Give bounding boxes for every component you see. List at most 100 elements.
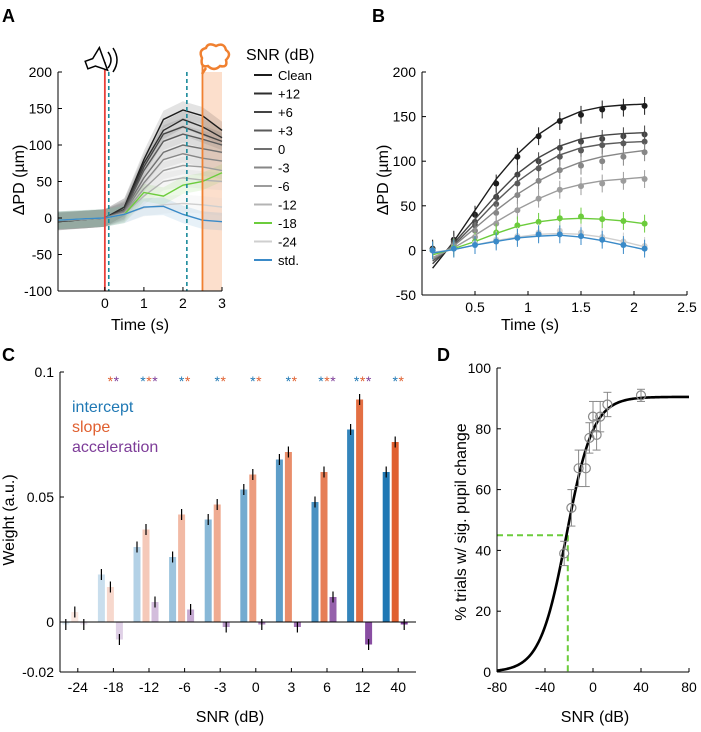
panel-letter-a: A (2, 6, 15, 26)
panel-d-xlabel: SNR (dB) (561, 709, 629, 726)
significance-star: * (114, 373, 120, 389)
data-point (535, 133, 542, 140)
x-tick-label: 0 (252, 679, 260, 695)
y-tick-label: 80 (475, 421, 491, 437)
data-point (641, 220, 648, 227)
panel-letter-d: D (437, 345, 450, 365)
x-tick-label: 1 (140, 295, 148, 311)
data-point (635, 390, 647, 401)
y-tick-label: 0 (483, 664, 491, 680)
data-point (578, 111, 584, 118)
y-tick-label: 200 (29, 64, 53, 80)
y-tick-label: 50 (400, 198, 416, 214)
data-point (514, 180, 521, 187)
legend-acceleration: acceleration (72, 439, 158, 456)
bar (391, 442, 399, 622)
legend-slope: slope (72, 419, 110, 436)
y-tick-label: -0.02 (22, 664, 54, 680)
series-band (58, 101, 222, 231)
data-point (591, 429, 602, 440)
bar (311, 502, 319, 622)
x-tick-label: -3 (214, 679, 227, 695)
significance-star: * (366, 373, 372, 389)
data-point (578, 162, 584, 169)
x-tick-label: 6 (323, 679, 331, 695)
bar (133, 547, 141, 622)
data-point (514, 234, 521, 241)
series-line (57, 205, 223, 223)
significance-star: * (392, 373, 398, 389)
data-point (493, 209, 500, 216)
x-tick-label: 0 (101, 295, 109, 311)
data-point (556, 186, 563, 193)
data-point (578, 233, 584, 240)
bar (240, 489, 248, 622)
data-point (578, 183, 584, 190)
y-tick-label: 150 (29, 101, 53, 117)
panel-b-xlabel: Time (s) (501, 317, 559, 334)
significance-star: * (220, 373, 226, 389)
panel-a-chart: 200 150 100 50 0 -50 -100 0 1 2 3 Time (s) ΔPD (µm… (11, 43, 314, 334)
y-tick-label: -50 (396, 287, 416, 303)
bar (320, 472, 328, 622)
y-tick-label: 100 (393, 153, 417, 169)
bar (97, 574, 105, 622)
bar (151, 602, 159, 622)
legend-label: 0 (278, 142, 285, 157)
bar (115, 622, 123, 640)
x-tick-label: 0.5 (465, 299, 485, 315)
y-tick-label: 0.05 (27, 489, 54, 505)
x-tick-label: -18 (103, 679, 123, 695)
data-point (573, 463, 584, 474)
panel-c-chart: -24 -18 -12 -6 -3 0 3 6 12 400.10.050-0.02 * * * * * *… (1, 364, 416, 726)
y-tick-label: 100 (468, 360, 492, 376)
y-tick-label: 200 (393, 64, 417, 80)
bar (249, 474, 257, 622)
panel-c-xlabel: SNR (dB) (196, 709, 264, 726)
data-point (602, 399, 613, 410)
data-point (599, 158, 606, 165)
panel-b-chart: 200 150 100 50 0 -50 0.5 1 1.5 2 2.5 Time (s) ΔPD … (375, 64, 697, 334)
data-point (535, 177, 542, 184)
x-tick-label: 12 (355, 679, 371, 695)
bar (187, 609, 195, 622)
panel-letter-b: B (372, 6, 385, 26)
data-point (514, 207, 521, 214)
significance-star: * (398, 373, 404, 389)
y-tick-label: 0 (46, 614, 54, 630)
legend-label: Clean (278, 68, 312, 83)
legend-label: +6 (278, 105, 293, 120)
panel-a-xlabel: Time (s) (111, 317, 169, 334)
data-point (620, 104, 627, 111)
bar (169, 557, 177, 622)
data-point (587, 411, 599, 422)
x-tick-label: 40 (390, 679, 406, 695)
y-tick-label: 0 (44, 210, 52, 226)
data-point (556, 167, 563, 174)
series-band (58, 145, 222, 230)
significance-star: * (286, 373, 292, 389)
x-tick-label: 2 (179, 295, 187, 311)
significance-star: * (318, 373, 324, 389)
legend-label: -18 (278, 216, 297, 231)
bar (329, 597, 337, 622)
x-tick-label: -24 (68, 679, 88, 695)
significance-star: * (360, 373, 366, 389)
series-band (58, 136, 222, 230)
data-point (599, 142, 606, 149)
legend-label: -3 (278, 161, 290, 176)
data-point (599, 180, 606, 187)
bar (106, 587, 114, 622)
data-point (641, 245, 648, 252)
panel-letter-c: C (2, 345, 15, 365)
x-tick-label: -40 (535, 679, 555, 695)
data-point (535, 195, 542, 202)
significance-star: * (324, 373, 330, 389)
significance-star: * (185, 373, 191, 389)
data-point (493, 238, 500, 245)
x-tick-label: 1.5 (571, 299, 591, 315)
legend-label: -24 (278, 235, 297, 250)
noise-burst-icon (199, 43, 231, 75)
bar (142, 529, 150, 622)
